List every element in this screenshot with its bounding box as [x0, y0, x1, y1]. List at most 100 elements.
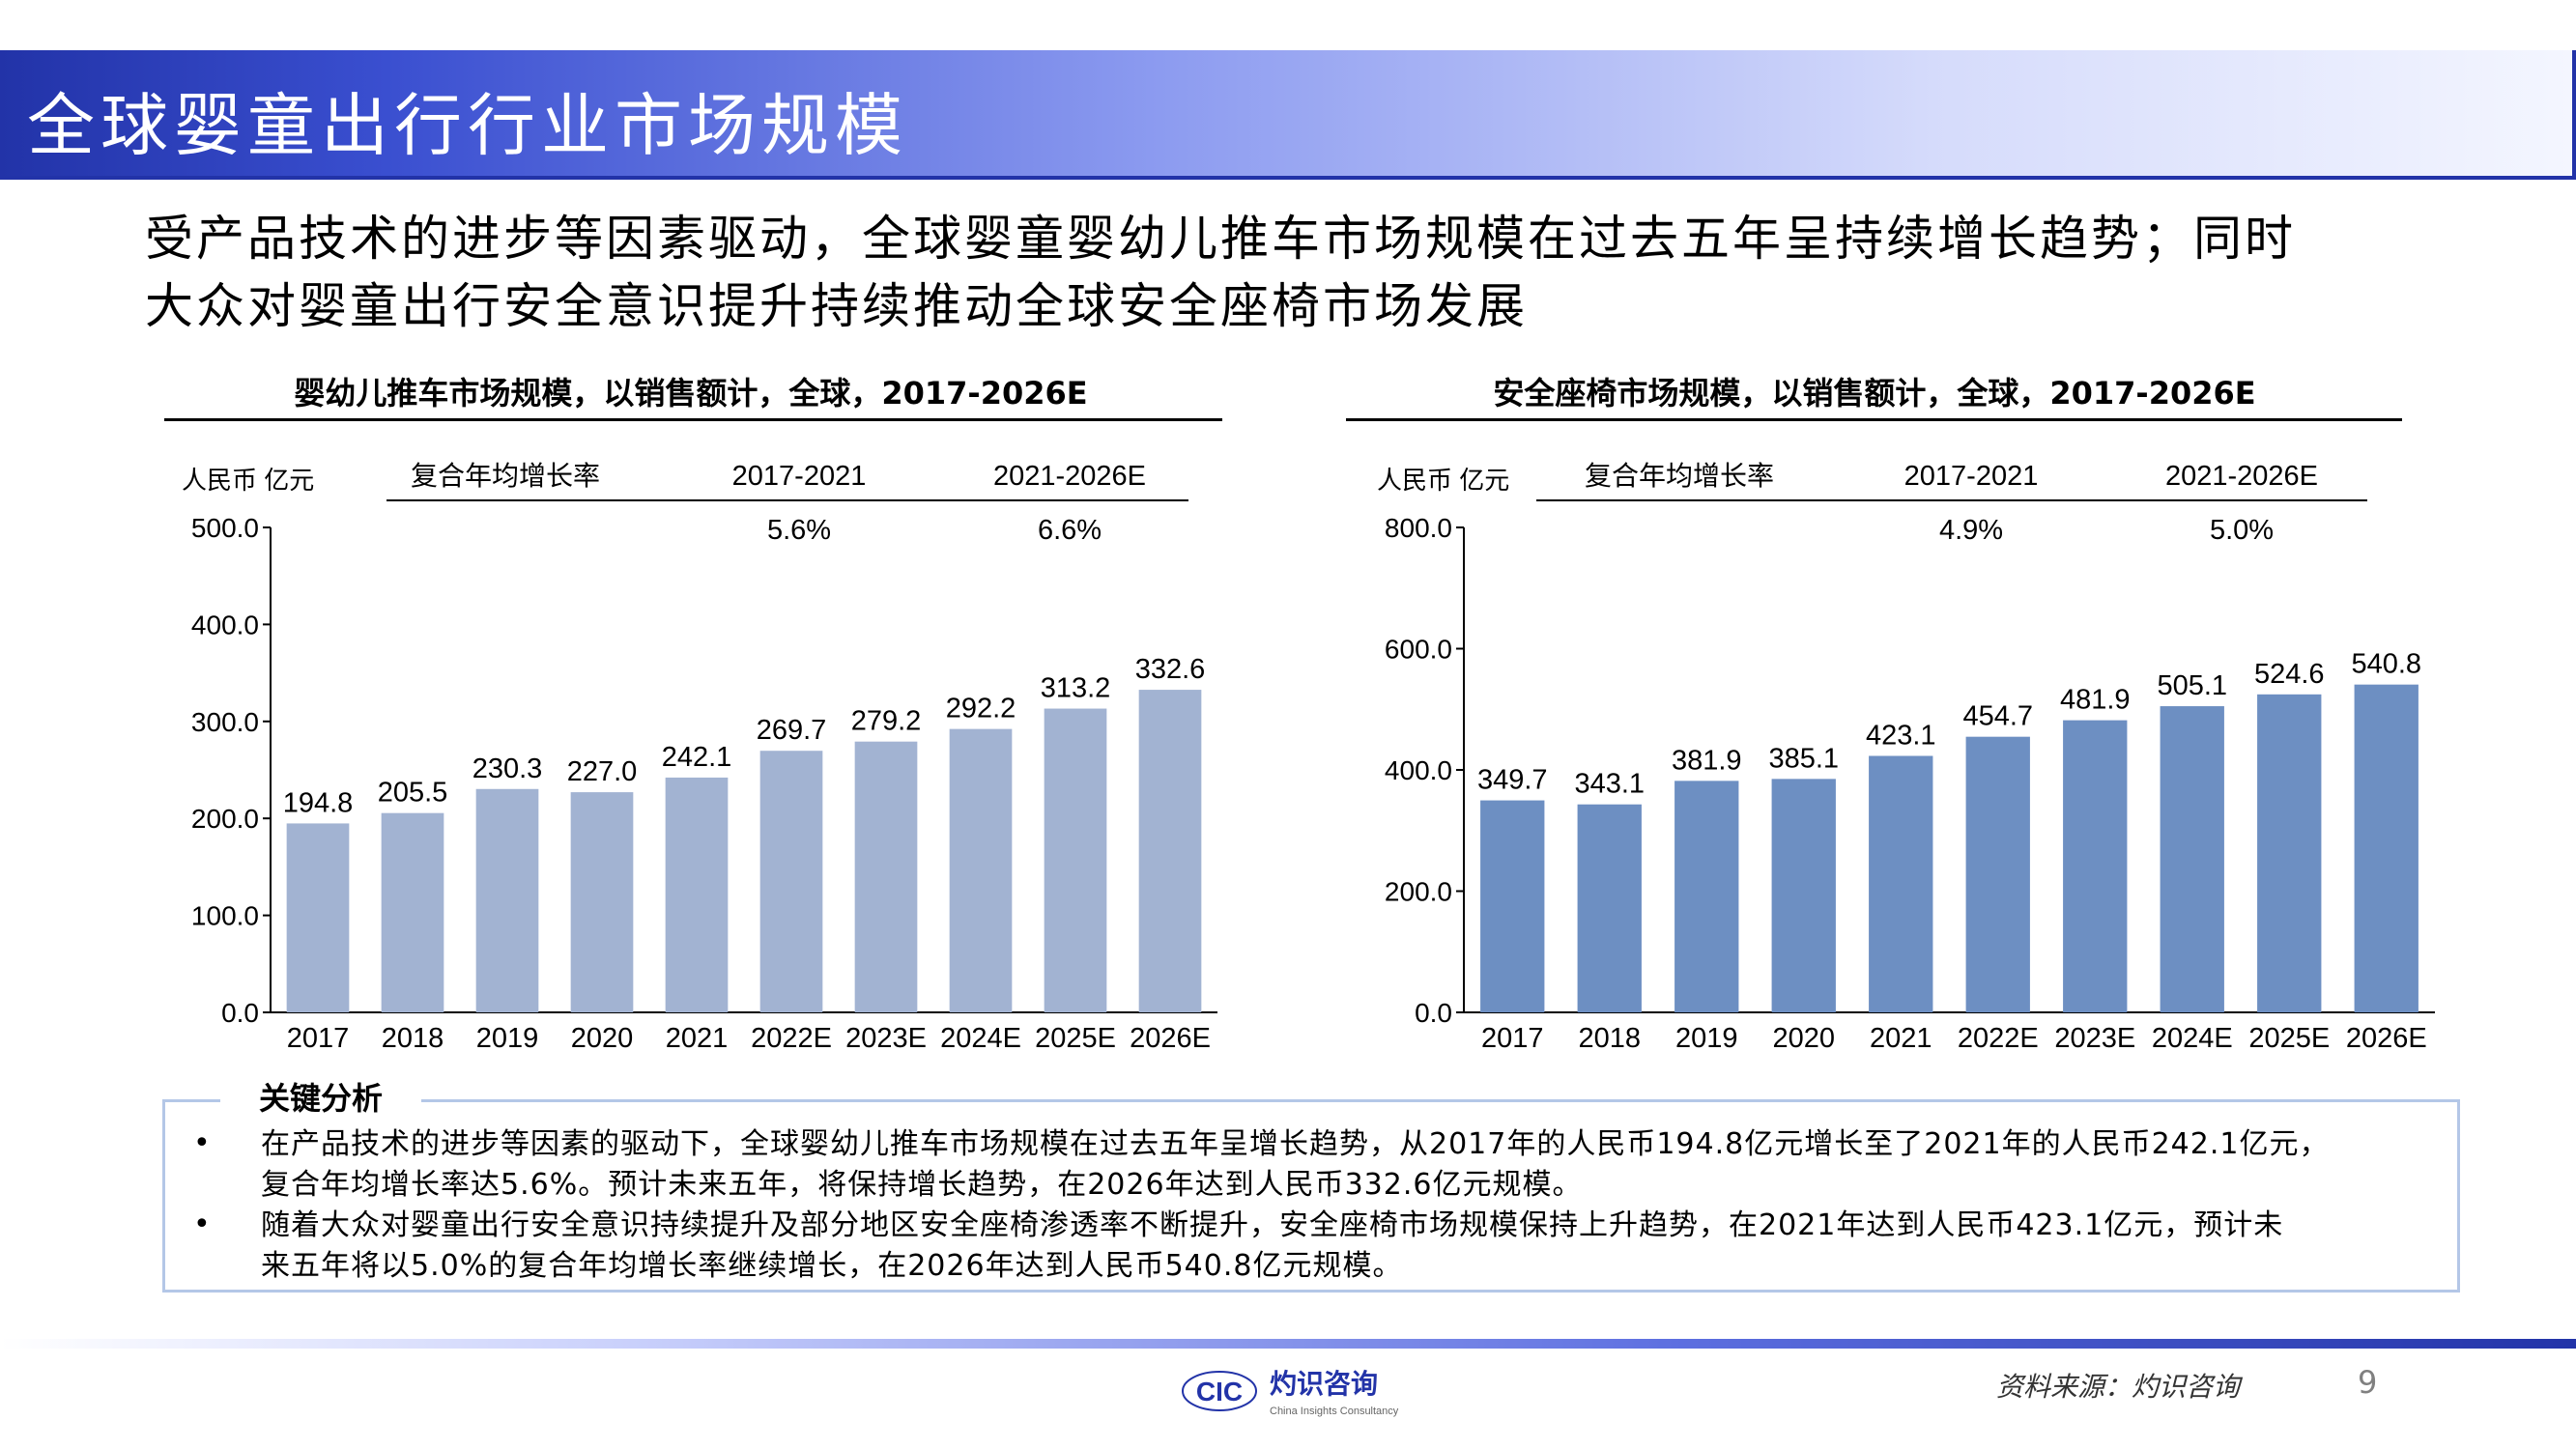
logo-subtitle: China Insights Consultancy: [1270, 1406, 1399, 1417]
chart-1-y-tick-label: 400.0: [191, 610, 259, 639]
chart-2-x-tick-label: 2023E: [2054, 1023, 2135, 1054]
chart-1-value-label: 230.3: [472, 753, 543, 784]
chart-1-cagr-value-2: 6.6%: [1038, 515, 1102, 546]
chart-2-y-tick-label: 200.0: [1385, 877, 1452, 907]
chart-2-x-tick-label: 2024E: [2152, 1023, 2233, 1054]
chart-1-value-label: 205.5: [378, 778, 448, 809]
chart-1-x-tick-label: 2018: [382, 1023, 444, 1054]
chart-1-x-tick-label: 2026E: [1130, 1023, 1211, 1054]
chart-1-bar: [381, 812, 444, 1012]
source-note: 资料来源：灼识咨询: [1996, 1371, 2241, 1403]
chart-2-value-label: 349.7: [1477, 765, 1548, 796]
chart-2-value-label: 505.1: [2157, 670, 2227, 701]
analysis-label: 关键分析: [220, 1074, 422, 1119]
chart-1-x-tick-label: 2021: [666, 1023, 729, 1054]
chart-2-x-tick-label: 2025E: [2248, 1023, 2330, 1054]
chart-1-bar: [854, 741, 918, 1012]
chart-2-bar: [1674, 781, 1739, 1012]
chart-2-cagr-period-1: 2017-2021: [1904, 461, 2039, 492]
chart-2: 人民币 亿元 复合年均增长率 2017-2021 4.9% 2021-2026E 5.0%…: [1377, 461, 2435, 1054]
chart-1-bar: [759, 751, 823, 1012]
chart-2-value-label: 540.8: [2351, 649, 2421, 680]
chart-2-x-tick-label: 2017: [1481, 1023, 1544, 1054]
chart-2-bar: [1480, 800, 1545, 1012]
intro-line-2: 大众对婴童出行安全意识提升持续推动全球安全座椅市场发展: [145, 278, 1528, 334]
chart-2-cagr-value-2: 5.0%: [2210, 515, 2274, 546]
chart-2-x-tick-label: 2026E: [2346, 1023, 2427, 1054]
chart-1-y-tick-label: 500.0: [191, 513, 259, 543]
chart-1-title: 婴幼儿推车市场规模，以销售额计，全球，2017-2026E: [294, 375, 1088, 412]
chart-1-value-label: 194.8: [283, 787, 354, 818]
chart-2-title-rule: [1346, 418, 2402, 421]
chart-1-bar: [665, 777, 729, 1012]
chart-1-value-label: 269.7: [757, 715, 827, 746]
chart-1-bar: [1138, 690, 1202, 1012]
page-title: 全球婴童出行行业市场规模: [27, 86, 908, 165]
chart-2-bar: [1577, 804, 1642, 1012]
chart-1-bar: [1044, 708, 1107, 1012]
analysis-item-1-line-2: 复合年均增长率达5.6%。预计未来五年，将保持增长趋势，在2026年达到人民币3…: [261, 1168, 1583, 1202]
chart-1-x-tick-label: 2019: [476, 1023, 539, 1054]
intro-line-1: 受产品技术的进步等因素驱动，全球婴童婴幼儿推车市场规模在过去五年呈持续增长趋势；…: [145, 211, 2296, 267]
chart-2-bar: [2257, 694, 2322, 1012]
chart-2-cagr-label: 复合年均增长率: [1585, 461, 1774, 491]
analysis-box: [162, 1099, 2460, 1293]
chart-1-x-tick-label: 2024E: [940, 1023, 1021, 1054]
chart-1-value-label: 313.2: [1041, 673, 1111, 704]
chart-1-bar: [570, 792, 634, 1012]
chart-2-x-tick-label: 2020: [1772, 1023, 1835, 1054]
chart-2-title: 安全座椅市场规模，以销售额计，全球，2017-2026E: [1493, 375, 2256, 412]
analysis-item-1: 在产品技术的进步等因素的驱动下，全球婴幼儿推车市场规模在过去五年呈增长趋势，从2…: [261, 1124, 2416, 1206]
chart-1-unit-label: 人民币 亿元: [182, 466, 314, 495]
chart-2-value-label: 454.7: [1962, 701, 2033, 732]
header-right-edge: [2572, 50, 2576, 176]
analysis-item-1-line-1: 在产品技术的进步等因素的驱动下，全球婴幼儿推车市场规模在过去五年呈增长趋势，从2…: [261, 1127, 2330, 1161]
chart-2-bar: [2063, 720, 2128, 1012]
chart-1-value-label: 332.6: [1135, 654, 1206, 685]
chart-2-value-label: 343.1: [1574, 769, 1645, 800]
chart-2-unit-label: 人民币 亿元: [1377, 466, 1509, 495]
chart-1-bar: [949, 728, 1013, 1012]
header-bar: 全球婴童出行行业市场规模: [0, 50, 2576, 180]
chart-1-cagr-label: 复合年均增长率: [411, 461, 600, 491]
chart-2-cagr-value-1: 4.9%: [1939, 515, 2003, 546]
chart-2-value-label: 481.9: [2060, 685, 2131, 716]
chart-2-y-tick-label: 0.0: [1415, 998, 1452, 1028]
logo-mark: CIC: [1196, 1377, 1243, 1406]
chart-2-value-label: 381.9: [1672, 745, 1742, 776]
chart-2-value-label: 524.6: [2254, 659, 2325, 690]
chart-1-x-tick-label: 2025E: [1035, 1023, 1116, 1054]
chart-1-y-tick-label: 200.0: [191, 804, 259, 834]
chart-1-title-rule: [164, 418, 1222, 421]
logo-name: 灼识咨询: [1270, 1369, 1378, 1399]
chart-1-y-tick-label: 0.0: [221, 998, 259, 1028]
analysis-item-2-line-1: 随着大众对婴童出行安全意识持续提升及部分地区安全座椅渗透率不断提升，安全座椅市场…: [261, 1208, 2284, 1242]
chart-1-value-label: 242.1: [662, 742, 732, 773]
chart-1-y-tick-label: 300.0: [191, 707, 259, 737]
chart-2-value-label: 385.1: [1768, 743, 1839, 774]
bullet-marker-1: •: [193, 1126, 211, 1160]
cic-logo: CIC 灼识咨询 China Insights Consultancy: [1182, 1369, 1399, 1417]
chart-1-value-label: 292.2: [946, 694, 1016, 724]
chart-2-y-tick-label: 400.0: [1385, 755, 1452, 785]
analysis-item-2-line-2: 来五年将以5.0%的复合年均增长率继续增长，在2026年达到人民币540.8亿元…: [261, 1249, 1403, 1283]
bullet-marker-2: •: [193, 1208, 211, 1241]
chart-2-value-label: 423.1: [1866, 721, 1936, 752]
chart-1-y-tick-label: 100.0: [191, 901, 259, 931]
chart-1-x-tick-label: 2020: [571, 1023, 634, 1054]
chart-2-x-tick-label: 2022E: [1958, 1023, 2039, 1054]
chart-1-cagr-period-2: 2021-2026E: [993, 461, 1146, 492]
chart-1: 人民币 亿元 复合年均增长率 2017-2021 5.6% 2021-2026E 6.6%…: [182, 461, 1217, 1054]
footer-gradient-line: [0, 1339, 2576, 1349]
chart-2-bar: [2354, 684, 2419, 1012]
chart-1-bar: [286, 823, 350, 1012]
chart-2-y-tick-label: 800.0: [1385, 513, 1452, 543]
chart-1-bar: [475, 788, 539, 1012]
chart-1-value-label: 227.0: [567, 756, 638, 787]
chart-1-cagr-period-1: 2017-2021: [732, 461, 867, 492]
chart-2-bar: [1771, 779, 1836, 1012]
chart-1-value-label: 279.2: [851, 706, 922, 737]
chart-2-bar: [2160, 706, 2224, 1012]
chart-2-x-tick-label: 2021: [1870, 1023, 1932, 1054]
intro-text: 受产品技术的进步等因素驱动，全球婴童婴幼儿推车市场规模在过去五年呈持续增长趋势；…: [145, 205, 2464, 340]
